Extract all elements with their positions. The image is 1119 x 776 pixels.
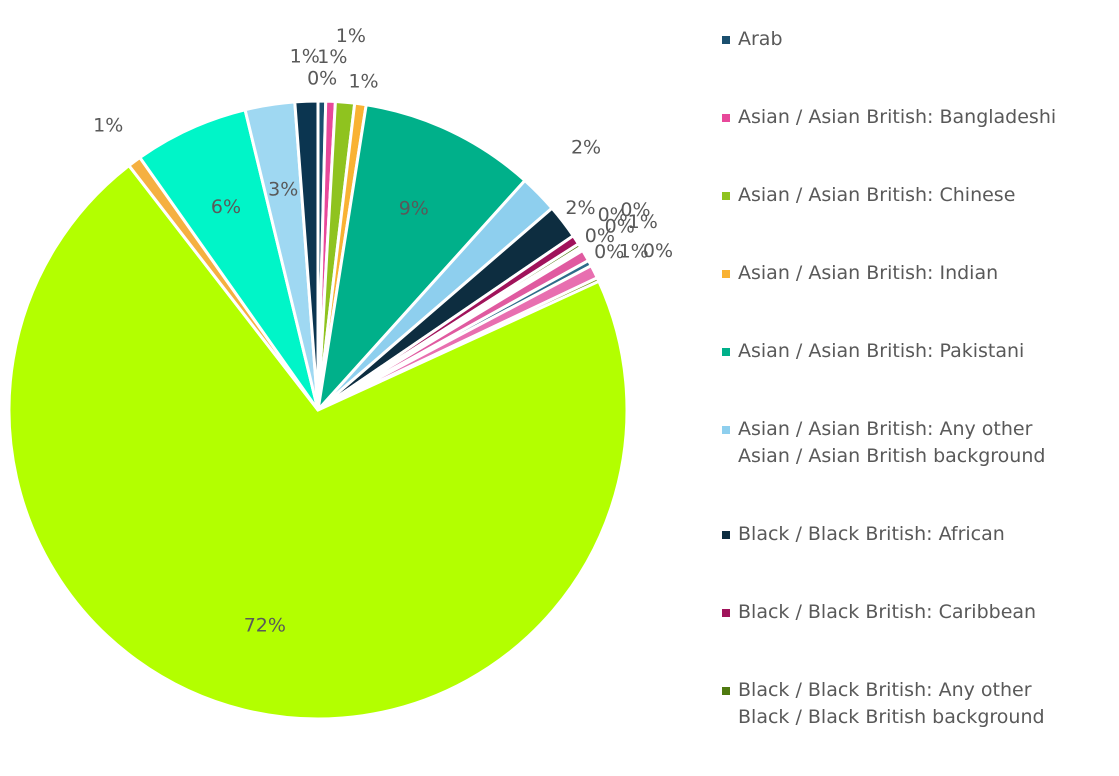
data-label: 0%: [605, 215, 635, 237]
pie-slice: [293, 99, 320, 411]
data-label: 1%: [348, 71, 378, 93]
data-label: 0%: [307, 68, 337, 90]
data-label: 0%: [598, 204, 628, 226]
legend-label: Black / Black British: African: [738, 523, 1005, 545]
data-label: 0%: [620, 199, 650, 221]
legend-item: Arab: [722, 26, 1058, 53]
legend-item: Black / Black British: African: [722, 521, 1058, 548]
legend-label: Asian / Asian British: Any other Asian /…: [738, 418, 1046, 467]
legend-swatch: [722, 426, 730, 434]
legend-item: Asian / Asian British: Chinese: [722, 182, 1058, 209]
legend-swatch: [722, 36, 730, 44]
legend-swatch: [722, 687, 730, 695]
legend-swatch: [722, 114, 730, 122]
legend-label: Black / Black British: Caribbean: [738, 601, 1037, 623]
pie-area: 0%1%1%1%9%2%2% 0%0%0%0%1%0%1%0%72%1%6%3%1…: [7, 25, 673, 721]
data-label: 2%: [565, 197, 595, 219]
legend-item: Black / Black British: Caribbean: [722, 599, 1058, 626]
legend-swatch: [722, 192, 730, 200]
legend-label: Black / Black British: Any other Black /…: [738, 679, 1045, 728]
legend-item: Asian / Asian British: Any other Asian /…: [722, 416, 1058, 470]
pie-slice: [315, 103, 528, 415]
legend-swatch: [722, 348, 730, 356]
legend: Arab Asian / Asian British: Bangladeshi As…: [722, 26, 1102, 776]
data-label: 3%: [268, 179, 298, 201]
legend-item: Asian / Asian British: Bangladeshi: [722, 104, 1058, 131]
data-label: 0%: [594, 241, 624, 263]
legend-item: Black / Black British: Any other Black /…: [722, 677, 1058, 731]
legend-label: Arab: [738, 28, 783, 50]
legend-swatch: [722, 531, 730, 539]
data-label: 6%: [211, 196, 241, 218]
data-label: 1%: [93, 115, 123, 137]
legend-item: Asian / Asian British: Pakistani: [722, 338, 1058, 365]
data-label: 1%: [628, 211, 658, 233]
pie-slice: [7, 163, 629, 721]
data-label: 2%: [571, 136, 601, 158]
legend-label: Asian / Asian British: Indian: [738, 262, 999, 284]
legend-item: Asian / Asian British: Indian: [722, 260, 1058, 287]
data-label: 1%: [619, 241, 649, 263]
data-label: 0%: [643, 240, 673, 262]
data-label: 1%: [317, 46, 347, 68]
data-label: 72%: [244, 615, 286, 637]
legend-label: Asian / Asian British: Bangladeshi: [738, 106, 1057, 128]
legend-swatch: [722, 270, 730, 278]
data-label: 1%: [336, 25, 366, 47]
legend-swatch: [722, 609, 730, 617]
legend-label: Asian / Asian British: Chinese: [738, 184, 1016, 206]
data-label: 1%: [290, 46, 320, 68]
data-label: 0%: [585, 225, 615, 247]
legend-label: Asian / Asian British: Pakistani: [738, 340, 1025, 362]
data-label: 9%: [399, 198, 429, 220]
